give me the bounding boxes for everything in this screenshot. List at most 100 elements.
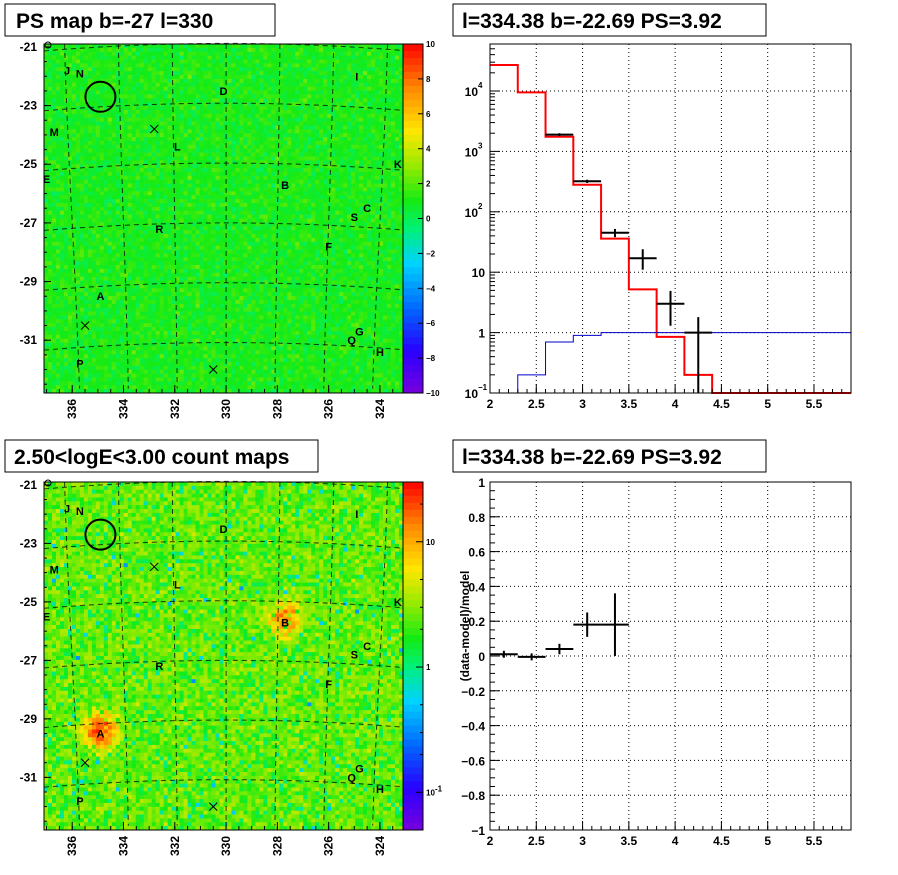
map-pixel [68, 366, 72, 370]
map-pixel [160, 145, 164, 149]
map-pixel [156, 284, 160, 288]
map-pixel [60, 44, 64, 48]
map-pixel [220, 343, 224, 347]
map-pixel [208, 87, 212, 91]
map-pixel [216, 304, 220, 308]
map-pixel [259, 308, 263, 312]
map-pixel [216, 191, 220, 195]
map-pixel [64, 350, 68, 354]
map-pixel [251, 381, 255, 385]
map-pixel [120, 60, 124, 64]
map-pixel [200, 203, 204, 207]
map-pixel [255, 339, 259, 343]
map-pixel [180, 377, 184, 381]
map-pixel [152, 257, 156, 261]
map-pixel [44, 273, 48, 277]
map-pixel [60, 304, 64, 308]
map-pixel [136, 129, 140, 133]
map-pixel [148, 281, 152, 285]
map-pixel [208, 265, 212, 269]
map-pixel [56, 141, 60, 145]
map-pixel [56, 110, 60, 114]
map-pixel [124, 377, 128, 381]
map-pixel [76, 94, 80, 98]
map-pixel [259, 87, 263, 91]
map-pixel [68, 339, 72, 343]
map-pixel [132, 60, 136, 64]
map-pixel [128, 56, 132, 60]
map-pixel [120, 63, 124, 67]
map-pixel [80, 335, 84, 339]
map-pixel [180, 273, 184, 277]
map-pixel [160, 366, 164, 370]
map-pixel [96, 242, 100, 246]
map-pixel [247, 56, 251, 60]
map-pixel [56, 215, 60, 219]
map-pixel [164, 319, 168, 323]
map-pixel [76, 331, 80, 335]
map-pixel [172, 125, 176, 129]
map-pixel [172, 331, 176, 335]
map-pixel [108, 327, 112, 331]
map-pixel [227, 83, 231, 87]
map-pixel [259, 203, 263, 207]
map-pixel [208, 67, 212, 71]
map-pixel [84, 222, 88, 226]
map-pixel [60, 335, 64, 339]
map-pixel [152, 304, 156, 308]
map-pixel [204, 129, 208, 133]
map-pixel [188, 83, 192, 87]
map-pixel [227, 354, 231, 358]
map-pixel [72, 149, 76, 153]
map-pixel [44, 246, 48, 250]
map-pixel [76, 63, 80, 67]
map-pixel [144, 331, 148, 335]
map-pixel [132, 296, 136, 300]
map-pixel [200, 153, 204, 157]
map-pixel [48, 83, 52, 87]
map-pixel [231, 75, 235, 79]
map-pixel [216, 52, 220, 56]
map-pixel [80, 153, 84, 157]
map-pixel [108, 211, 112, 215]
map-pixel [104, 156, 108, 160]
map-pixel [92, 250, 96, 254]
map-pixel [132, 102, 136, 106]
map-pixel [168, 219, 172, 223]
map-pixel [132, 277, 136, 281]
map-pixel [68, 257, 72, 261]
map-pixel [188, 79, 192, 83]
map-pixel [128, 94, 132, 98]
map-pixel [176, 118, 180, 122]
map-pixel [148, 52, 152, 56]
map-pixel [144, 106, 148, 110]
map-pixel [120, 79, 124, 83]
map-pixel [196, 215, 200, 219]
map-pixel [188, 133, 192, 137]
map-pixel [168, 277, 172, 281]
map-pixel [144, 153, 148, 157]
map-pixel [92, 385, 96, 389]
map-pixel [132, 374, 136, 378]
map-pixel [235, 125, 239, 129]
map-pixel [140, 156, 144, 160]
map-pixel [212, 257, 216, 261]
map-pixel [128, 222, 132, 226]
map-pixel [56, 362, 60, 366]
map-pixel [259, 44, 263, 48]
map-pixel [76, 242, 80, 246]
map-pixel [156, 153, 160, 157]
map-pixel [144, 56, 148, 60]
map-pixel [144, 250, 148, 254]
map-pixel [80, 257, 84, 261]
map-pixel [120, 288, 124, 292]
map-pixel [164, 122, 168, 126]
map-pixel [92, 176, 96, 180]
map-pixel [251, 195, 255, 199]
map-pixel [148, 87, 152, 91]
map-pixel [164, 203, 168, 207]
map-pixel [120, 106, 124, 110]
map-pixel [235, 195, 239, 199]
map-pixel [144, 242, 148, 246]
map-pixel [136, 292, 140, 296]
